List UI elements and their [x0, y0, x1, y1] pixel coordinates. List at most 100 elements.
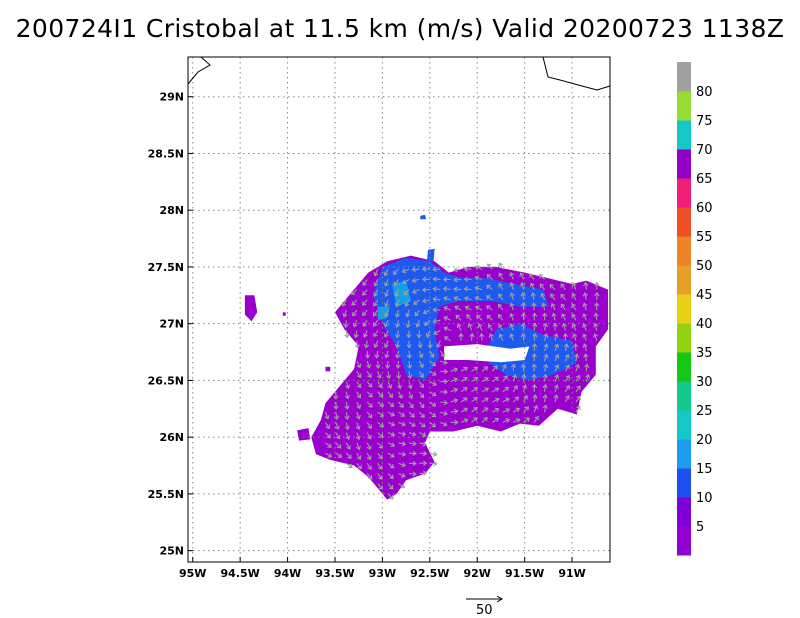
wind-arrowhead	[485, 295, 491, 300]
wind-arrow	[486, 295, 493, 301]
wind-arrow	[533, 333, 536, 341]
wind-arrow	[450, 399, 458, 403]
wind-arrow	[426, 330, 431, 338]
wind-arrowhead	[453, 295, 459, 302]
wind-arrow	[571, 313, 577, 321]
wind-arrowhead	[355, 414, 361, 420]
wind-arrowhead	[345, 384, 351, 390]
wind-arrow	[345, 442, 351, 450]
wind-arrow	[384, 320, 389, 327]
x-tick-label: 94.5W	[221, 567, 260, 580]
wind-arrow	[460, 387, 468, 393]
x-tick-label: 93W	[369, 567, 396, 580]
wind-arrowhead	[334, 425, 340, 430]
wind-arrowhead	[443, 359, 448, 365]
colorbar-segment	[677, 178, 691, 208]
wind-arrowhead	[532, 332, 538, 338]
wind-arrow	[480, 333, 483, 341]
wind-arrow	[377, 432, 384, 438]
wind-arrowhead	[342, 312, 348, 318]
wind-arrowhead	[542, 404, 548, 409]
wind-arrow	[440, 401, 448, 404]
wind-arrowhead	[473, 397, 478, 402]
wind-arrow	[564, 385, 570, 393]
wind-arrowhead	[509, 302, 515, 308]
wind-arrow	[530, 283, 535, 290]
wind-arrow	[393, 268, 399, 275]
wind-arrowhead	[431, 361, 437, 367]
wind-arrow	[595, 313, 598, 321]
wind-arrow	[433, 278, 441, 280]
colorbar-label: 70	[696, 143, 713, 158]
wind-arrow	[377, 462, 383, 470]
wind-arrow	[356, 360, 361, 368]
wind-arrow	[384, 340, 389, 348]
wind-arrowhead	[418, 353, 424, 359]
wind-arrowhead	[404, 302, 410, 307]
wind-arrowhead	[401, 268, 407, 274]
wind-arrowhead	[531, 343, 538, 348]
wind-arrow	[551, 303, 556, 311]
wind-arrow	[394, 279, 399, 286]
wind-arrow	[454, 288, 462, 291]
wind-arrowhead	[531, 383, 538, 389]
wind-arrowhead	[486, 263, 492, 268]
wind-arrowhead	[356, 383, 362, 389]
wind-arrow	[510, 282, 514, 290]
wind-arrow	[356, 391, 361, 399]
wind-arrowhead	[406, 344, 412, 349]
wind-arrowhead	[498, 282, 503, 288]
wind-arrowhead	[524, 406, 529, 411]
wind-arrowhead	[554, 374, 560, 379]
wind-arrow	[464, 288, 472, 291]
wind-arrow	[481, 417, 488, 423]
wind-arrow	[575, 406, 581, 413]
wind-arrowhead	[531, 373, 537, 378]
colorbar-label: 25	[696, 404, 713, 419]
colorbar-segment	[677, 62, 691, 92]
wind-arrowhead	[463, 296, 469, 302]
wind-arrowhead	[542, 373, 548, 379]
wind-arrowhead	[477, 323, 483, 329]
wind-arrowhead	[582, 333, 588, 338]
wind-arrow	[345, 320, 347, 328]
wind-arrow	[583, 344, 587, 352]
wind-arrow	[481, 397, 489, 403]
wind-arrow	[533, 343, 536, 351]
wind-arrow	[444, 336, 451, 342]
wind-arrowhead	[378, 454, 383, 460]
wind-arrowhead	[561, 313, 566, 318]
wind-arrow	[416, 320, 420, 328]
wind-arrowhead	[375, 364, 381, 370]
wind-arrowhead	[356, 363, 362, 369]
wind-arrow	[346, 462, 353, 468]
wind-arrowhead	[352, 322, 358, 328]
wind-arrow	[414, 309, 420, 317]
wind-arrow	[450, 410, 458, 413]
wind-arrowhead	[515, 418, 521, 423]
wind-arrow	[486, 284, 493, 291]
wind-arrow	[412, 289, 420, 294]
wind-arrow	[554, 395, 558, 403]
wind-arrowhead	[563, 343, 569, 348]
wind-arrowhead	[432, 296, 437, 302]
wind-arrow	[408, 401, 414, 409]
wind-arrowhead	[409, 403, 414, 409]
wind-arrow	[460, 418, 468, 423]
wind-arrow	[554, 384, 558, 392]
wind-arrowhead	[421, 422, 426, 428]
wind-arrow	[585, 364, 588, 372]
wind-arrow	[498, 304, 504, 311]
wind-arrow	[429, 452, 437, 456]
wind-arrowhead	[584, 363, 590, 368]
wind-arrowhead	[364, 354, 371, 359]
wind-arrow	[418, 360, 424, 368]
wind-arrow	[520, 272, 525, 280]
wind-arrowhead	[432, 381, 437, 386]
wind-arrowhead	[453, 277, 458, 283]
wind-arrowhead	[463, 407, 468, 413]
wind-arrow	[471, 417, 478, 423]
wind-arrow	[584, 282, 587, 290]
wind-arrowhead	[520, 312, 527, 317]
wind-arrowhead	[394, 313, 401, 318]
